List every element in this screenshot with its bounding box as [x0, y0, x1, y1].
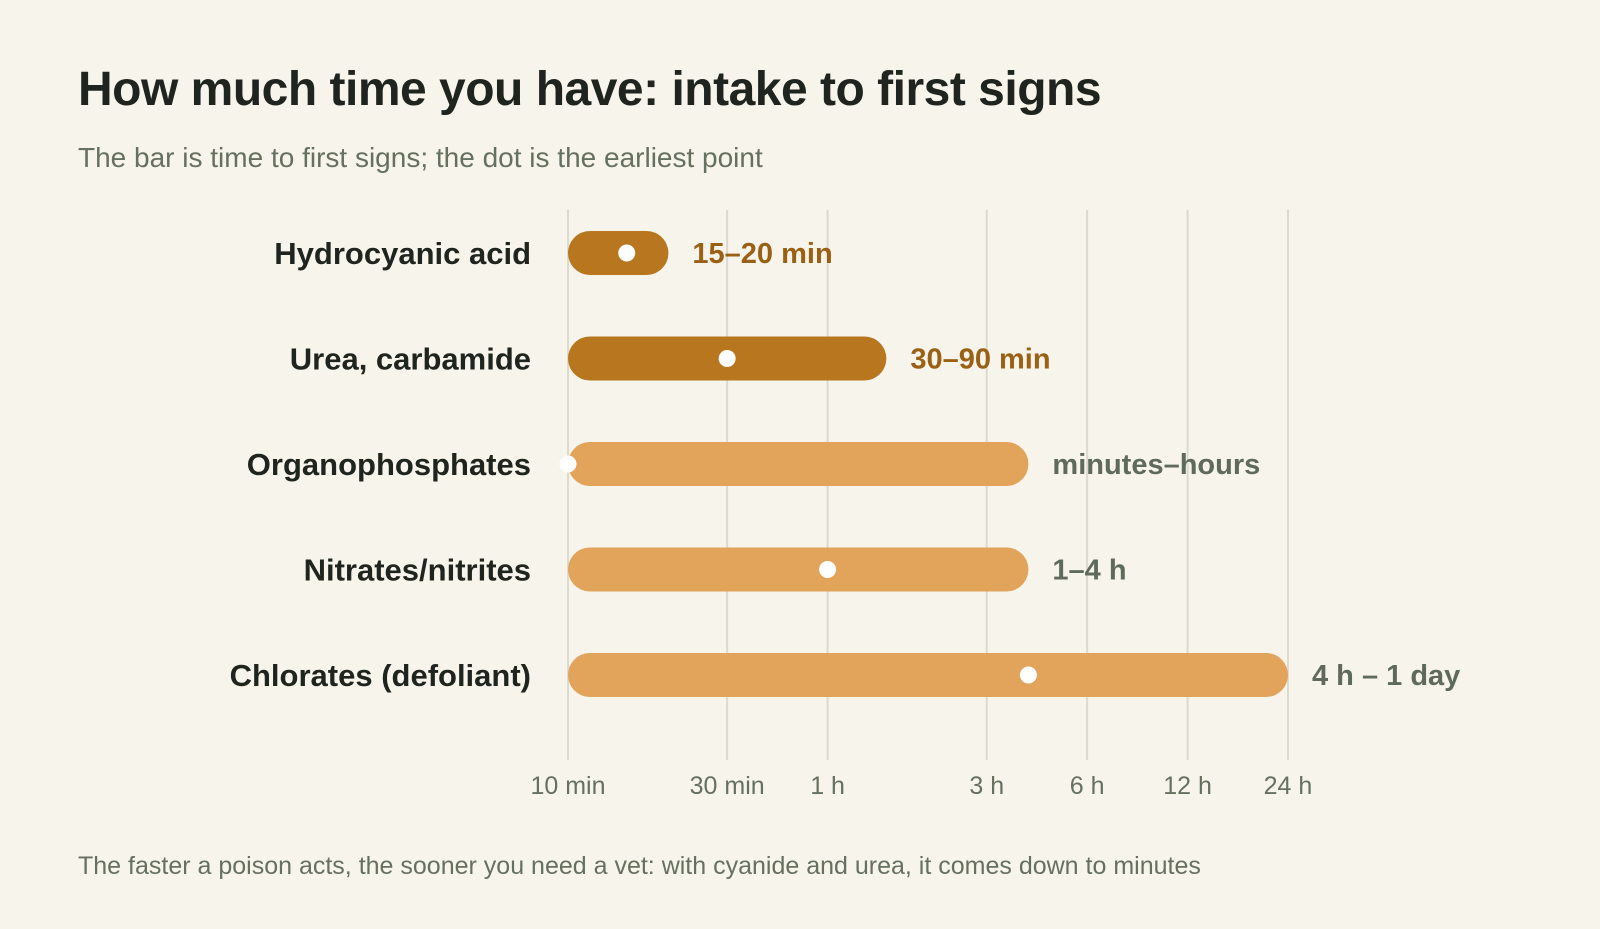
- chart-footnote: The faster a poison acts, the sooner you…: [78, 852, 1201, 880]
- category-label: Chlorates (defoliant): [230, 658, 531, 693]
- category-label: Urea, carbamide: [290, 342, 531, 377]
- value-label: 1–4 h: [1052, 555, 1126, 587]
- x-tick-label: 3 h: [969, 772, 1004, 800]
- x-tick-label: 1 h: [810, 772, 845, 800]
- earliest-dot: [618, 244, 636, 262]
- category-label: Nitrates/nitrites: [304, 553, 531, 588]
- value-label: 15–20 min: [692, 238, 832, 270]
- value-label: 30–90 min: [910, 344, 1050, 376]
- x-tick-label: 12 h: [1163, 772, 1212, 800]
- earliest-dot: [559, 455, 577, 473]
- bar: [568, 547, 1029, 592]
- x-tick-label: 24 h: [1264, 772, 1313, 800]
- value-label: 4 h – 1 day: [1312, 660, 1460, 692]
- earliest-dot: [718, 350, 736, 367]
- value-label: minutes–hours: [1052, 449, 1260, 481]
- earliest-dot: [819, 561, 837, 578]
- chart-title: How much time you have: intake to first …: [78, 63, 1102, 116]
- bar: [568, 653, 1288, 697]
- category-label: Organophosphates: [247, 447, 531, 482]
- x-tick-label: 6 h: [1070, 772, 1105, 800]
- category-label: Hydrocyanic acid: [274, 236, 531, 271]
- x-tick-label: 30 min: [690, 772, 765, 800]
- bar: [568, 442, 1029, 486]
- chart-subtitle: The bar is time to first signs; the dot …: [78, 142, 763, 173]
- x-tick-label: 10 min: [530, 772, 605, 800]
- earliest-dot: [1019, 666, 1037, 684]
- bar: [568, 231, 669, 275]
